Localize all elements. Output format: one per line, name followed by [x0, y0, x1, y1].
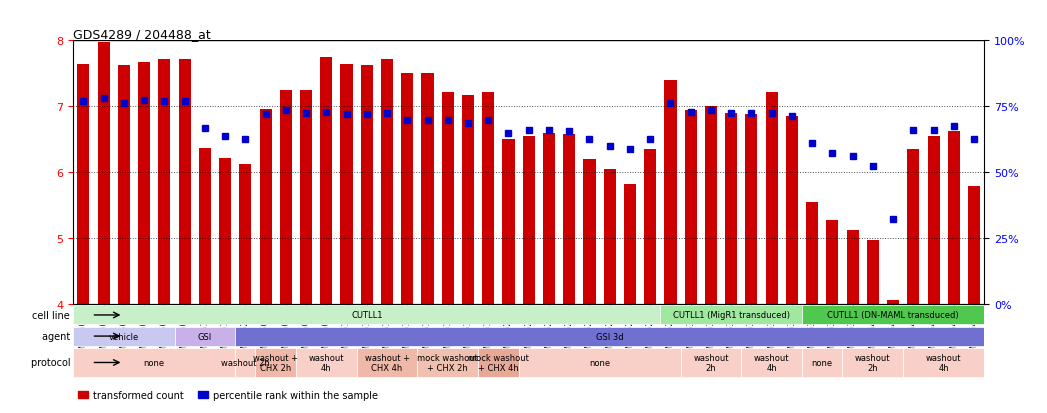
- Text: none: none: [811, 358, 832, 367]
- Bar: [522, 137, 535, 305]
- FancyBboxPatch shape: [518, 349, 681, 377]
- Bar: [77, 64, 89, 305]
- Legend: transformed count, percentile rank within the sample: transformed count, percentile rank withi…: [79, 390, 378, 400]
- Bar: [503, 140, 514, 305]
- Bar: [705, 107, 717, 305]
- Text: CUTLL1 (DN-MAML transduced): CUTLL1 (DN-MAML transduced): [827, 311, 959, 320]
- Text: washout
4h: washout 4h: [754, 353, 789, 372]
- FancyBboxPatch shape: [357, 349, 418, 377]
- Bar: [483, 93, 494, 305]
- Bar: [340, 64, 353, 305]
- FancyBboxPatch shape: [741, 349, 802, 377]
- Text: vehicle: vehicle: [109, 332, 139, 341]
- Bar: [604, 170, 616, 305]
- FancyBboxPatch shape: [478, 349, 518, 377]
- Bar: [685, 110, 696, 305]
- FancyBboxPatch shape: [73, 327, 175, 346]
- Text: mock washout
+ CHX 2h: mock washout + CHX 2h: [418, 353, 478, 372]
- Bar: [219, 159, 231, 305]
- FancyBboxPatch shape: [681, 349, 741, 377]
- Bar: [401, 74, 414, 305]
- Text: cell line: cell line: [32, 310, 73, 320]
- Text: agent: agent: [42, 331, 73, 341]
- Bar: [908, 150, 919, 305]
- FancyBboxPatch shape: [236, 349, 255, 377]
- FancyBboxPatch shape: [418, 349, 478, 377]
- Bar: [422, 74, 433, 305]
- Text: washout 2h: washout 2h: [221, 358, 270, 367]
- Bar: [543, 133, 555, 305]
- Text: CUTLL1 (MigR1 transduced): CUTLL1 (MigR1 transduced): [672, 311, 789, 320]
- Text: protocol: protocol: [30, 358, 73, 368]
- Text: washout
4h: washout 4h: [926, 353, 961, 372]
- FancyBboxPatch shape: [904, 349, 984, 377]
- Bar: [563, 135, 575, 305]
- Bar: [280, 91, 292, 305]
- Bar: [948, 132, 960, 305]
- FancyBboxPatch shape: [843, 349, 904, 377]
- Bar: [199, 149, 210, 305]
- Bar: [320, 58, 332, 305]
- Bar: [97, 43, 110, 305]
- Text: washout
4h: washout 4h: [309, 353, 344, 372]
- Bar: [726, 114, 737, 305]
- Bar: [361, 66, 373, 305]
- Bar: [786, 117, 798, 305]
- Bar: [745, 115, 757, 305]
- Bar: [462, 95, 474, 305]
- Bar: [806, 203, 818, 305]
- FancyBboxPatch shape: [236, 327, 984, 346]
- Bar: [624, 185, 636, 305]
- Bar: [583, 160, 596, 305]
- Bar: [928, 137, 939, 305]
- Text: washout
2h: washout 2h: [693, 353, 729, 372]
- Text: washout
2h: washout 2h: [855, 353, 891, 372]
- Bar: [887, 301, 899, 305]
- Bar: [381, 60, 393, 305]
- Bar: [179, 60, 191, 305]
- Text: CUTLL1: CUTLL1: [351, 311, 382, 320]
- Text: GSI 3d: GSI 3d: [596, 332, 624, 341]
- FancyBboxPatch shape: [73, 349, 236, 377]
- Text: none: none: [589, 358, 610, 367]
- Bar: [968, 186, 980, 305]
- Bar: [240, 165, 251, 305]
- Text: GDS4289 / 204488_at: GDS4289 / 204488_at: [73, 28, 211, 41]
- Text: none: none: [143, 358, 164, 367]
- Text: GSI: GSI: [198, 332, 211, 341]
- FancyBboxPatch shape: [802, 349, 843, 377]
- Bar: [300, 91, 312, 305]
- Bar: [158, 60, 171, 305]
- Text: washout +
CHX 4h: washout + CHX 4h: [364, 353, 409, 372]
- Bar: [665, 81, 676, 305]
- Bar: [867, 240, 878, 305]
- Bar: [765, 93, 778, 305]
- Text: mock washout
+ CHX 4h: mock washout + CHX 4h: [468, 353, 529, 372]
- FancyBboxPatch shape: [175, 327, 236, 346]
- Bar: [118, 66, 130, 305]
- Bar: [826, 221, 839, 305]
- Bar: [847, 231, 859, 305]
- Bar: [138, 62, 150, 305]
- Bar: [442, 93, 453, 305]
- FancyBboxPatch shape: [802, 306, 984, 325]
- Bar: [260, 110, 271, 305]
- FancyBboxPatch shape: [255, 349, 296, 377]
- FancyBboxPatch shape: [661, 306, 802, 325]
- FancyBboxPatch shape: [73, 306, 661, 325]
- FancyBboxPatch shape: [296, 349, 357, 377]
- Text: washout +
CHX 2h: washout + CHX 2h: [253, 353, 298, 372]
- Bar: [644, 150, 656, 305]
